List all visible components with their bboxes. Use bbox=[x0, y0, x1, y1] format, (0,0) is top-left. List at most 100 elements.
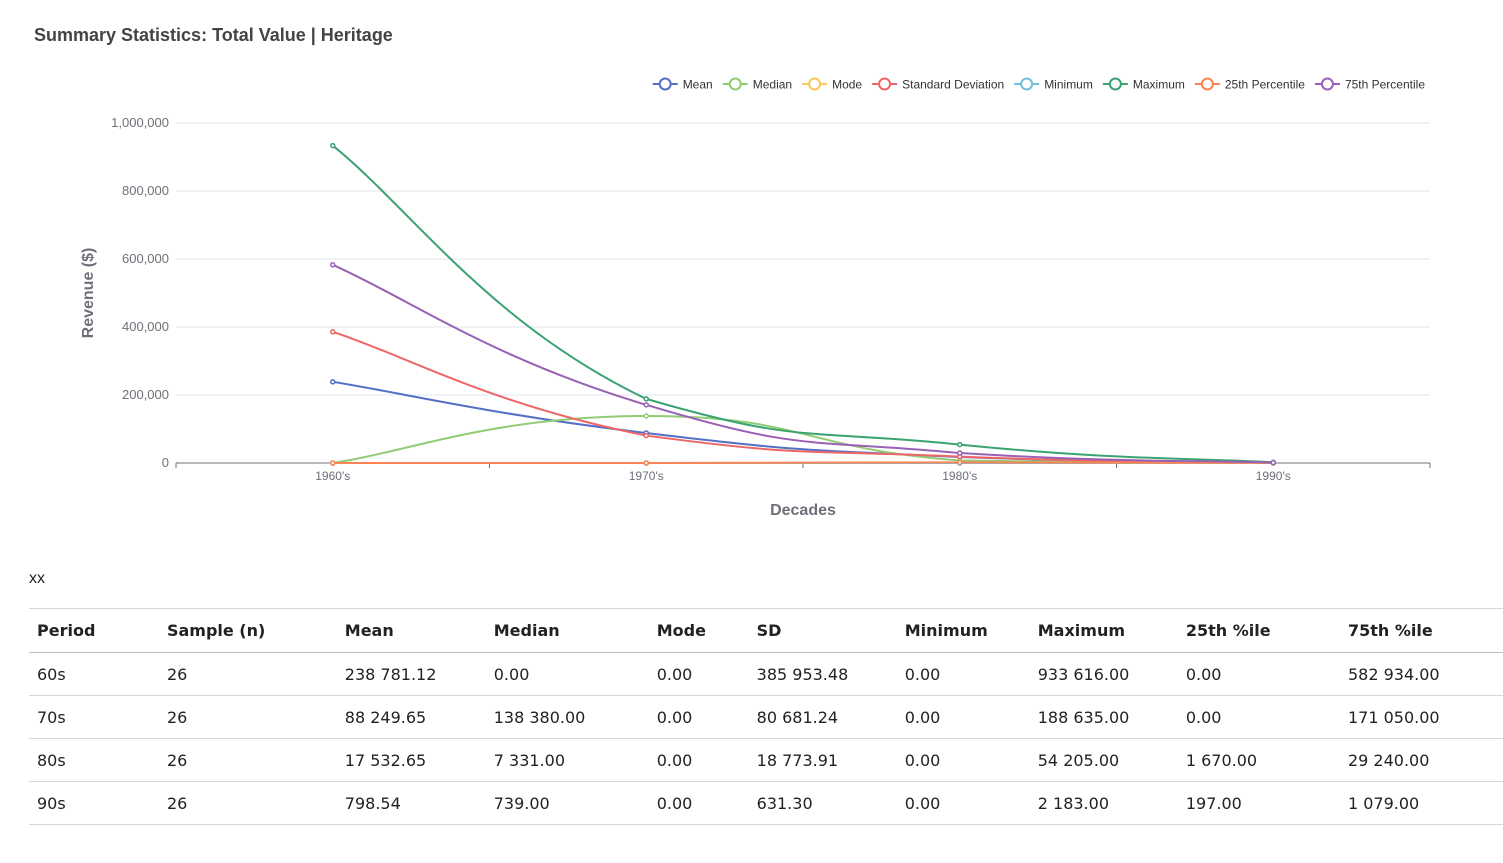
y-axis-label: Revenue ($) bbox=[80, 248, 97, 339]
data-point-mean[interactable] bbox=[330, 379, 336, 385]
series-maximum bbox=[330, 142, 1276, 466]
table-cell: 29 240.00 bbox=[1339, 738, 1503, 782]
legend-label: 25th Percentile bbox=[1225, 78, 1305, 92]
data-point-75th-percentile[interactable] bbox=[643, 402, 649, 408]
table-cell: 60s bbox=[29, 652, 159, 696]
legend-item-mean[interactable]: Mean bbox=[652, 77, 713, 92]
table-cell: 197.00 bbox=[1177, 781, 1340, 825]
legend-marker-icon bbox=[1320, 77, 1334, 91]
legend-item-standard-deviation[interactable]: Standard Deviation bbox=[872, 77, 1004, 92]
table-cell: 1 670.00 bbox=[1177, 738, 1340, 782]
legend-label: Minimum bbox=[1044, 78, 1093, 92]
data-point-25th-percentile[interactable] bbox=[957, 459, 963, 466]
legend-label: Maximum bbox=[1133, 78, 1185, 92]
table-cell: 933 616.00 bbox=[1029, 652, 1178, 696]
chart-title: Summary Statistics: Total Value | Herita… bbox=[34, 25, 393, 45]
table-cell: 582 934.00 bbox=[1339, 652, 1503, 696]
table-cell: 18 773.91 bbox=[748, 738, 897, 782]
table-cell: 0.00 bbox=[896, 652, 1030, 696]
data-point-standard-deviation[interactable] bbox=[643, 432, 649, 439]
column-header: Mode bbox=[648, 608, 749, 653]
table-cell: 88 249.65 bbox=[336, 695, 486, 739]
table-cell: 0.00 bbox=[485, 652, 649, 696]
table-cell: 26 bbox=[158, 738, 337, 782]
table-row: 60s 26 238 781.12 0.00 0.00 385 953.48 0.00 933… bbox=[29, 652, 1503, 696]
table-cell: 188 635.00 bbox=[1029, 695, 1178, 739]
data-point-median[interactable] bbox=[643, 413, 649, 419]
table-cell: 70s bbox=[29, 695, 159, 739]
table-cell: 631.30 bbox=[748, 781, 897, 825]
series-line-25th-percentile bbox=[332, 461, 1274, 465]
series-lines bbox=[330, 142, 1276, 466]
table-header-row: Period Sample (n) Mean Median Mode SD Minimum M… bbox=[29, 608, 1503, 653]
legend-item-75th-percentile[interactable]: 75th Percentile bbox=[1314, 77, 1425, 92]
table-cell: 0.00 bbox=[896, 738, 1030, 782]
table-cell: 0.00 bbox=[648, 695, 749, 739]
table-cell: 90s bbox=[29, 781, 159, 825]
x-tick-label: 1980's bbox=[942, 469, 977, 483]
column-header: Minimum bbox=[896, 608, 1030, 653]
series-line-maximum bbox=[332, 144, 1274, 464]
y-tick-label: 1,000,000 bbox=[111, 115, 169, 130]
table-cell: 80s bbox=[29, 738, 159, 782]
legend-marker-icon bbox=[728, 77, 742, 91]
table-row: 70s 26 88 249.65 138 380.00 0.00 80 681.24 0.0… bbox=[29, 695, 1503, 739]
data-point-25th-percentile[interactable] bbox=[330, 460, 336, 466]
y-tick-label: 400,000 bbox=[122, 319, 169, 334]
table-cell: 26 bbox=[158, 652, 337, 696]
y-tick-label: 0 bbox=[162, 455, 169, 470]
summary-stats-table: Period Sample (n) Mean Median Mode SD Minimum M… bbox=[29, 608, 1503, 825]
data-point-25th-percentile[interactable] bbox=[643, 460, 649, 466]
legend[interactable]: Mean Median Mode Standard Deviation Minimum M… bbox=[652, 77, 1426, 92]
y-tick-label: 200,000 bbox=[122, 387, 169, 402]
table-cell: 138 380.00 bbox=[485, 695, 649, 739]
grid-lines bbox=[176, 122, 1430, 396]
legend-item-minimum[interactable]: Minimum bbox=[1014, 77, 1093, 92]
data-point-75th-percentile[interactable] bbox=[957, 450, 963, 456]
table-cell: 0.00 bbox=[648, 781, 749, 825]
column-header: Sample (n) bbox=[158, 608, 337, 653]
table-cell: 0.00 bbox=[648, 738, 749, 782]
table-cell: 0.00 bbox=[1177, 652, 1340, 696]
legend-label: Mode bbox=[832, 78, 862, 92]
table-cell: 238 781.12 bbox=[336, 652, 486, 696]
y-tick-label: 600,000 bbox=[122, 251, 169, 266]
legend-label: 75th Percentile bbox=[1345, 78, 1425, 92]
legend-item-maximum[interactable]: Maximum bbox=[1102, 77, 1185, 92]
table-cell: 26 bbox=[158, 781, 337, 825]
data-point-75th-percentile[interactable] bbox=[1270, 459, 1276, 466]
data-point-75th-percentile[interactable] bbox=[330, 262, 336, 268]
series-line-median bbox=[332, 414, 1274, 464]
data-point-maximum[interactable] bbox=[957, 441, 963, 448]
table-cell: 739.00 bbox=[485, 781, 649, 825]
series-line-75th-percentile bbox=[332, 263, 1274, 464]
data-point-standard-deviation[interactable] bbox=[330, 329, 336, 335]
column-header: Maximum bbox=[1029, 608, 1178, 653]
table-cell: 80 681.24 bbox=[748, 695, 897, 739]
table-cell: 798.54 bbox=[336, 781, 486, 825]
x-tick-label: 1970's bbox=[629, 469, 664, 483]
table-cell: 2 183.00 bbox=[1029, 781, 1178, 825]
legend-item-median[interactable]: Median bbox=[722, 77, 792, 92]
x-tick-label: 1990's bbox=[1256, 469, 1291, 483]
column-header: SD bbox=[748, 608, 897, 653]
table-row: 90s 26 798.54 739.00 0.00 631.30 0.00 2 183.00 1… bbox=[29, 781, 1503, 825]
table-cell: 0.00 bbox=[896, 695, 1030, 739]
table-cell: 0.00 bbox=[896, 781, 1030, 825]
line-chart: 0 200,000 400,000 600,000 800,000 1,000,000 19… bbox=[80, 77, 1431, 519]
table-cell: 0.00 bbox=[648, 652, 749, 696]
data-point-maximum[interactable] bbox=[643, 396, 649, 402]
axes: 0 200,000 400,000 600,000 800,000 1,000,000 19… bbox=[111, 115, 1431, 483]
table-cell: 26 bbox=[158, 695, 337, 739]
table-row: 80s 26 17 532.65 7 331.00 0.00 18 773.91 0.00 5… bbox=[29, 738, 1503, 782]
table-cell: 385 953.48 bbox=[748, 652, 897, 696]
legend-item-mode[interactable]: Mode bbox=[802, 77, 862, 92]
legend-label: Mean bbox=[683, 78, 713, 92]
data-point-maximum[interactable] bbox=[330, 142, 336, 149]
series-line-standard-deviation bbox=[332, 330, 1274, 464]
series-standard-deviation bbox=[330, 329, 1276, 466]
legend-item-25th-percentile[interactable]: 25th Percentile bbox=[1194, 77, 1305, 92]
legend-marker-icon bbox=[658, 77, 672, 91]
table-cell: 171 050.00 bbox=[1339, 695, 1503, 739]
table-cell: 54 205.00 bbox=[1029, 738, 1178, 782]
